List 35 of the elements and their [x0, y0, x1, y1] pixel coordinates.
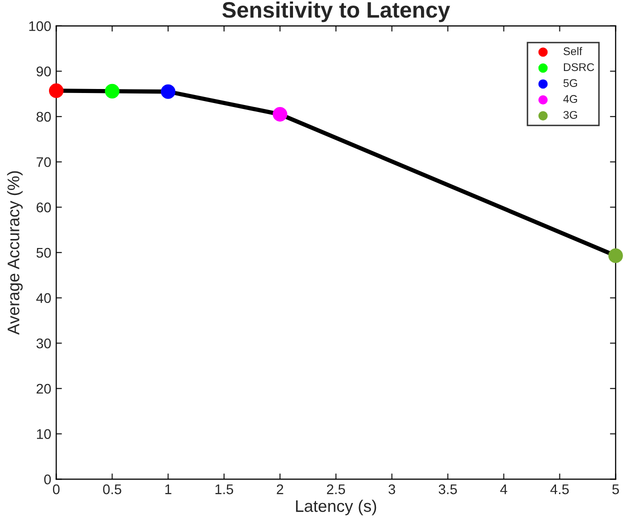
legend-label: Self	[564, 47, 582, 56]
y-tick-label: 10	[37, 429, 51, 439]
legend-label: DSRC	[564, 63, 594, 72]
x-tick-label: 4.5	[550, 484, 569, 494]
legend-label: 4G	[563, 95, 578, 103]
y-axis-title: Average Accuracy (%)	[7, 171, 23, 335]
point	[104, 84, 120, 98]
y-tick-label: 90	[36, 66, 51, 76]
x-tick-label: 3.5	[438, 484, 457, 494]
y-tick-label: 0	[44, 474, 51, 484]
x-tick-label: 3	[388, 484, 396, 494]
y-tick-label: 30	[36, 338, 51, 348]
y-tick-label: 20	[36, 384, 51, 394]
point	[48, 83, 64, 98]
y-tick-label: 100	[29, 21, 51, 32]
y-tick-label: 60	[36, 202, 51, 212]
point	[160, 84, 176, 99]
x-tick-label: 2	[276, 484, 284, 494]
x-tick-label: 0.5	[103, 484, 122, 494]
x-tick-label: 1.5	[215, 484, 234, 494]
x-tick-label: 2.5	[326, 484, 346, 494]
x-tick-label: 1	[165, 484, 172, 494]
point	[608, 248, 623, 263]
x-tick-label: 0	[52, 484, 60, 494]
point	[272, 107, 288, 122]
y-tick-label: 80	[36, 112, 51, 122]
x-tick-label: 4	[500, 484, 508, 494]
y-tick-label: 70	[36, 157, 51, 168]
y-tick-label: 40	[36, 293, 51, 304]
y-tick-label: 50	[36, 248, 51, 258]
legend-label: 3G	[563, 110, 578, 119]
legend-label: 5G	[563, 79, 578, 87]
chart-title: Sensitivity to Latency	[222, 1, 450, 22]
x-tick-label: 5	[612, 484, 619, 494]
x-axis-title: Latency (s)	[296, 500, 376, 516]
